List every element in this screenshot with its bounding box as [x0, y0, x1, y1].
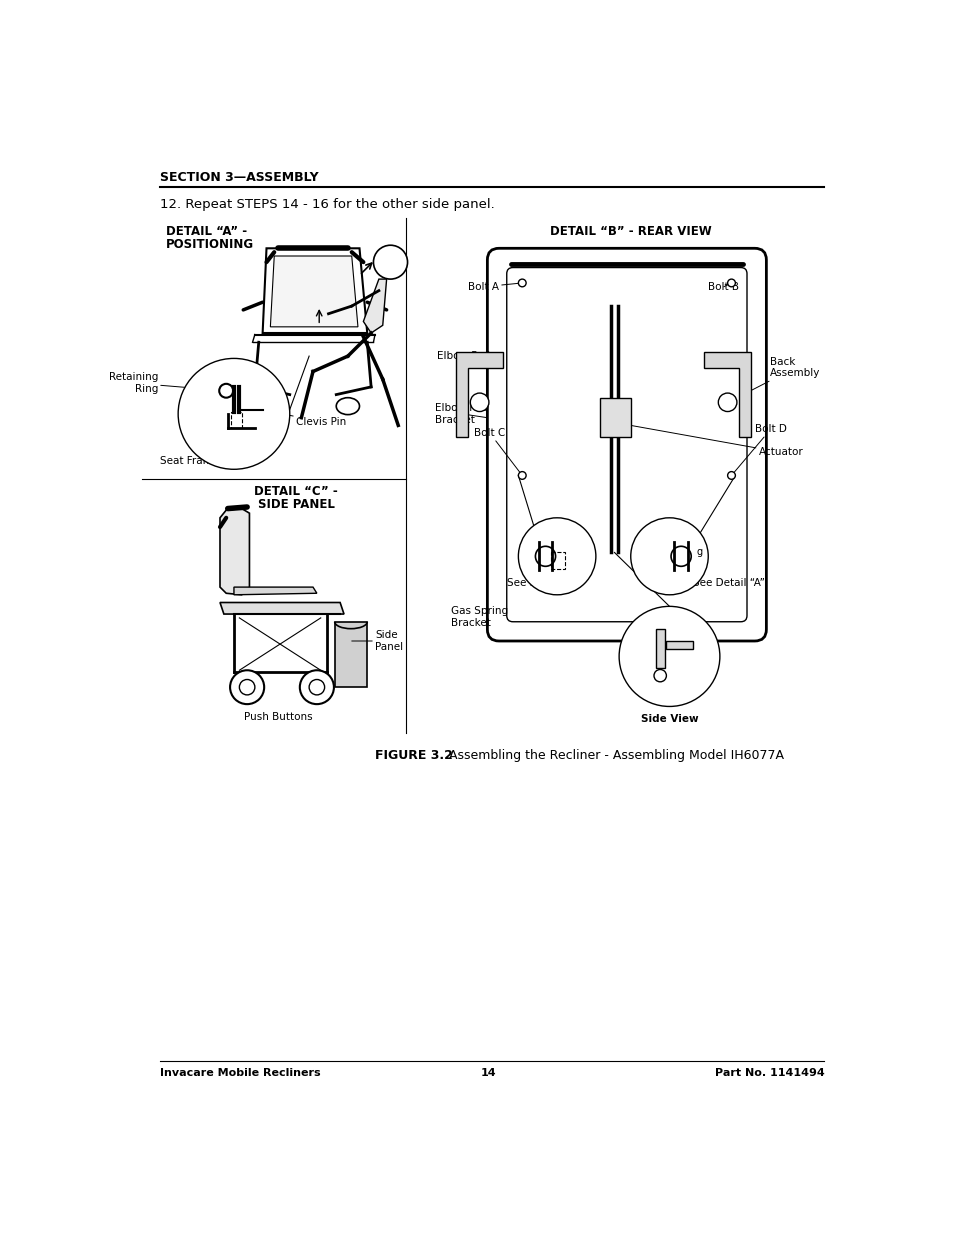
Text: Bolt A: Bolt A: [468, 282, 521, 291]
Text: Seat Frame: Seat Frame: [159, 433, 233, 466]
Text: Bolt C: Bolt C: [474, 429, 521, 475]
Text: Clevis Pin: Clevis Pin: [262, 410, 346, 426]
Bar: [665, 641, 692, 648]
Text: SECTION 3—ASSEMBLY: SECTION 3—ASSEMBLY: [159, 172, 318, 184]
Polygon shape: [220, 603, 344, 614]
Text: Part No. 1141494: Part No. 1141494: [714, 1068, 823, 1078]
Text: Bolt B: Bolt B: [707, 282, 739, 291]
Text: Elbow Pad: Elbow Pad: [436, 351, 490, 361]
Text: See Detail “A”: See Detail “A”: [692, 578, 763, 588]
Polygon shape: [220, 509, 249, 595]
Circle shape: [630, 517, 707, 595]
Text: Invacare Mobile Recliners: Invacare Mobile Recliners: [159, 1068, 320, 1078]
Circle shape: [517, 472, 525, 479]
Polygon shape: [363, 279, 386, 333]
Text: Side
Panel: Side Panel: [352, 630, 403, 652]
Bar: [599, 399, 630, 437]
Bar: [550, 552, 564, 569]
Circle shape: [470, 393, 488, 411]
Circle shape: [517, 517, 596, 595]
Polygon shape: [270, 256, 357, 327]
Text: Gas Spring
Bracket: Gas Spring Bracket: [451, 606, 508, 627]
Text: POSITIONING: POSITIONING: [166, 237, 253, 251]
Text: g: g: [696, 547, 702, 557]
Text: Push Buttons: Push Buttons: [244, 711, 313, 721]
Text: DETAIL “B” - REAR VIEW: DETAIL “B” - REAR VIEW: [549, 225, 711, 238]
Circle shape: [230, 671, 264, 704]
Text: Back
Assembly: Back Assembly: [742, 357, 820, 395]
Text: Assembling the Recliner - Assembling Model IH6077A: Assembling the Recliner - Assembling Mod…: [436, 748, 783, 762]
Circle shape: [718, 393, 736, 411]
Polygon shape: [703, 352, 750, 437]
Text: Bolt D: Bolt D: [731, 425, 786, 475]
Bar: [231, 411, 241, 429]
Circle shape: [373, 246, 407, 279]
Text: DETAIL “C” -: DETAIL “C” -: [253, 485, 337, 499]
Text: DETAIL “A” -: DETAIL “A” -: [166, 225, 247, 238]
Circle shape: [727, 472, 735, 479]
Circle shape: [517, 279, 525, 287]
FancyBboxPatch shape: [506, 268, 746, 621]
Bar: [655, 630, 664, 668]
Text: Actuator: Actuator: [630, 425, 802, 457]
Circle shape: [299, 671, 334, 704]
Text: 12. Repeat STEPS 14 - 16 for the other side panel.: 12. Repeat STEPS 14 - 16 for the other s…: [159, 199, 494, 211]
Bar: [335, 621, 367, 687]
Text: Elbow Pad
Bracket: Elbow Pad Bracket: [435, 403, 488, 425]
Polygon shape: [233, 587, 316, 595]
Circle shape: [727, 279, 735, 287]
Circle shape: [618, 606, 720, 706]
Polygon shape: [456, 352, 502, 437]
Text: Retaining
Ring: Retaining Ring: [109, 372, 226, 394]
Text: FIGURE 3.2: FIGURE 3.2: [375, 748, 453, 762]
Text: Side View: Side View: [640, 714, 698, 724]
Text: 14: 14: [480, 1068, 497, 1078]
Text: See Detail “A”: See Detail “A”: [506, 578, 578, 588]
Circle shape: [178, 358, 290, 469]
Text: SIDE PANEL: SIDE PANEL: [257, 498, 335, 511]
